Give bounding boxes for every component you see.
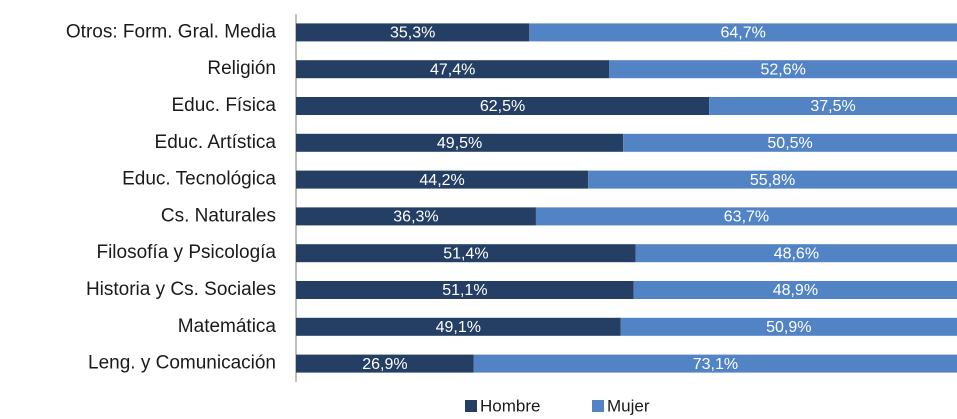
y-tick-label: Educ. Tecnológica [122, 169, 276, 190]
data-label: 48,6% [774, 245, 819, 262]
data-label: 50,5% [767, 135, 812, 152]
bar-segment [296, 354, 474, 373]
bar-segment [623, 133, 957, 152]
data-label: 73,1% [693, 356, 738, 373]
data-label: 37,5% [810, 98, 855, 115]
bar-segment [296, 207, 536, 226]
bar-segment [588, 170, 957, 189]
bar-segment [473, 354, 957, 373]
bar-segment [296, 60, 610, 79]
data-label: 26,9% [362, 356, 407, 373]
data-label: 44,2% [419, 172, 464, 189]
y-tick-label: Matemática [178, 316, 277, 337]
bar-segment [529, 23, 957, 42]
bar-segment [635, 244, 957, 263]
bar-segment [709, 97, 957, 115]
data-label: 50,9% [766, 319, 811, 336]
y-tick-label: Religión [207, 58, 276, 79]
data-label: 51,4% [443, 245, 488, 262]
data-label: 49,1% [436, 319, 481, 336]
y-tick-label: Filosofía y Psicología [96, 242, 276, 263]
data-label: 49,5% [437, 135, 482, 152]
bar-segment [296, 23, 530, 42]
y-tick-label: Cs. Naturales [161, 205, 276, 226]
bar-segment [633, 281, 957, 299]
data-label: 63,7% [724, 209, 769, 226]
bar-segment [296, 281, 634, 299]
legend-label: Hombre [480, 396, 540, 415]
bar-segment [535, 207, 957, 226]
y-tick-label: Educ. Artística [155, 132, 277, 153]
bar-segment [296, 170, 589, 189]
bar-segment [620, 317, 957, 336]
bar-segment [609, 60, 957, 79]
legend-swatch [592, 400, 604, 412]
bar-segment [296, 244, 636, 263]
legend-label: Mujer [607, 396, 650, 415]
y-tick-label: Leng. y Comunicación [88, 353, 276, 374]
data-label: 62,5% [480, 98, 525, 115]
data-label: 64,7% [720, 25, 765, 42]
y-tick-label: Educ. Física [171, 95, 276, 116]
bar-segment [296, 317, 621, 336]
y-tick-label: Historia y Cs. Sociales [86, 279, 276, 300]
y-tick-label: Otros: Form. Gral. Media [66, 21, 277, 42]
data-label: 36,3% [393, 209, 438, 226]
legend-swatch [465, 400, 477, 412]
bar-segment [296, 97, 710, 115]
data-label: 55,8% [750, 172, 795, 189]
data-label: 35,3% [390, 25, 435, 42]
bar-segment [296, 133, 624, 152]
data-label: 52,6% [760, 61, 805, 78]
data-label: 51,1% [442, 282, 487, 299]
data-label: 48,9% [773, 282, 818, 299]
data-label: 47,4% [430, 61, 475, 78]
